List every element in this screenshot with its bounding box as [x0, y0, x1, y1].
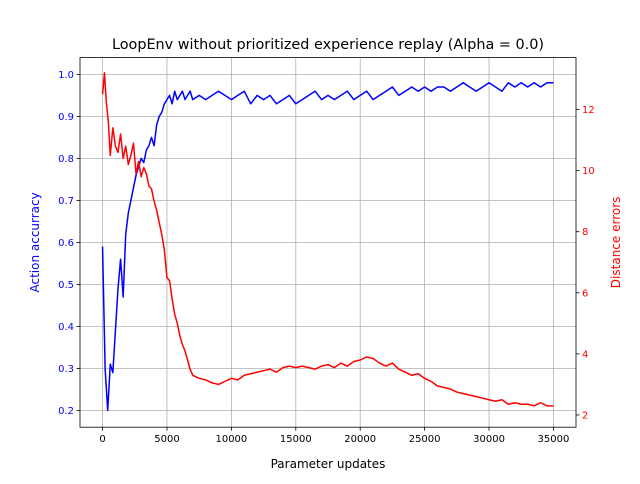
x-tick-label: 20000 [344, 434, 376, 445]
x-axis-ticks: 0 5000 10000 15000 20000 25000 30000 35000 [99, 427, 569, 445]
y-left-axis-ticks: 0.2 0.3 0.4 0.5 0.6 0.7 0.8 0.9 1.0 [58, 70, 80, 417]
chart-title: LoopEnv without prioritized experience r… [112, 37, 544, 53]
series-layer [101, 72, 554, 412]
y-left-tick-label: 1.0 [58, 70, 74, 81]
x-axis-label: Parameter updates [271, 457, 386, 471]
y-right-tick-label: 2 [582, 410, 588, 421]
x-tick-label: 0 [99, 434, 105, 445]
y-left-tick-label: 0.3 [58, 364, 74, 375]
y-left-tick-label: 0.9 [58, 112, 74, 123]
y-right-tick-label: 6 [582, 288, 588, 299]
y-left-tick-label: 0.2 [58, 406, 74, 417]
y-left-tick-label: 0.5 [58, 280, 74, 291]
y-right-tick-label: 8 [582, 227, 588, 238]
action-accuracy-line [101, 82, 554, 412]
y-right-tick-label: 12 [582, 105, 595, 116]
x-tick-label: 25000 [409, 434, 441, 445]
x-tick-label: 5000 [154, 434, 179, 445]
x-tick-label: 15000 [280, 434, 312, 445]
y-right-tick-label: 4 [582, 349, 588, 360]
y-left-tick-label: 0.6 [58, 238, 74, 249]
y-right-tick-label: 10 [582, 166, 595, 177]
y-left-axis-label: Action accurracy [28, 192, 42, 292]
y-left-tick-label: 0.4 [58, 322, 74, 333]
x-tick-label: 30000 [473, 434, 505, 445]
y-left-tick-label: 0.7 [58, 196, 74, 207]
grid [80, 57, 576, 428]
x-tick-label: 10000 [215, 434, 247, 445]
y-right-axis-label: Distance errors [609, 197, 623, 289]
y-right-axis-ticks: 2 4 6 8 10 12 [576, 105, 595, 421]
y-left-tick-label: 0.8 [58, 154, 74, 165]
distance-errors-line [101, 72, 554, 407]
x-tick-label: 35000 [538, 434, 570, 445]
